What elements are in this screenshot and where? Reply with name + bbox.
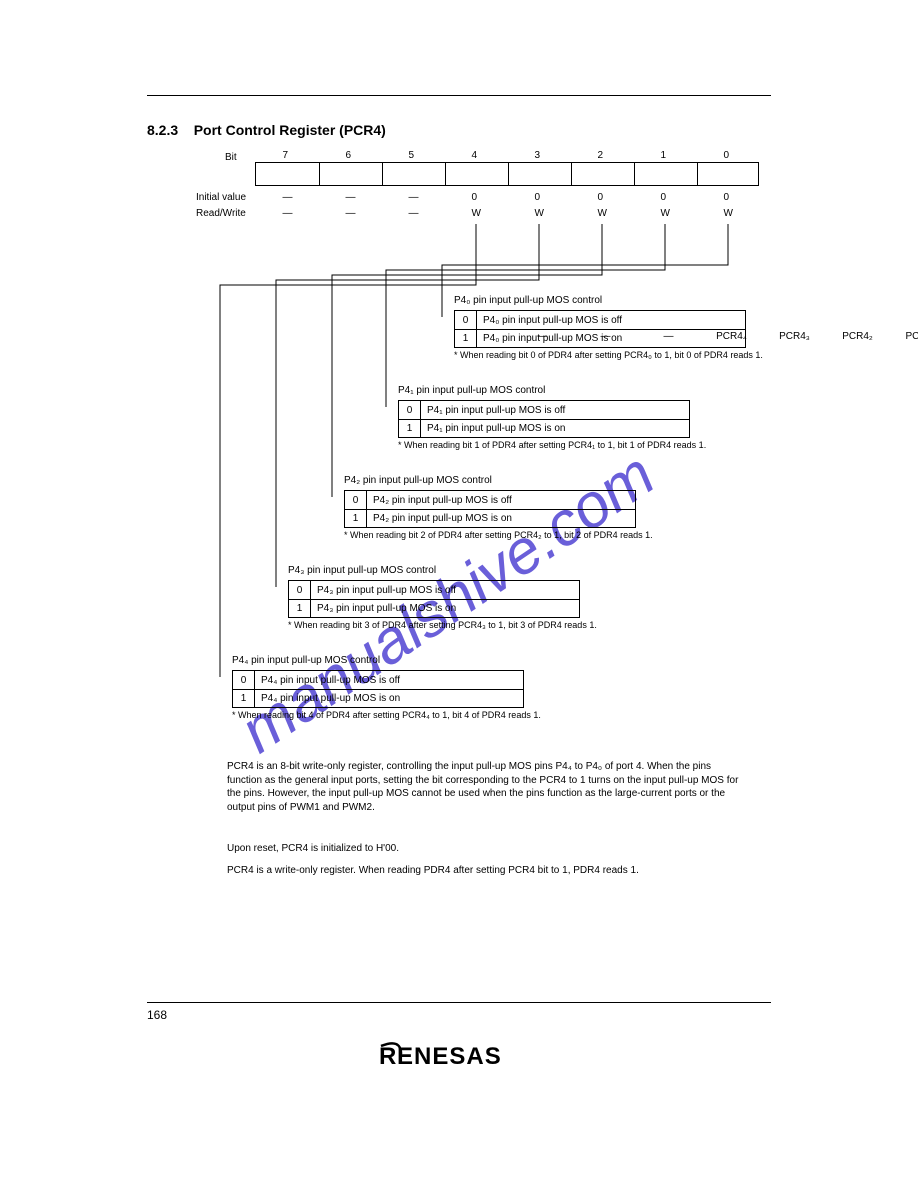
section-heading: Port Control Register (PCR4) — [194, 122, 386, 138]
group-note: * When reading bit 3 of PDR4 after setti… — [288, 620, 597, 630]
body-p2: Upon reset, PCR4 is initialized to H'00. — [227, 842, 747, 856]
rule-bottom — [147, 1002, 771, 1003]
group-title: P4₁ pin input pull-up MOS control — [398, 385, 545, 396]
rule-top — [147, 95, 771, 96]
page-root: { "page_number": "168", "section": { "nu… — [0, 0, 918, 1188]
group-note: * When reading bit 4 of PDR4 after setti… — [232, 710, 541, 720]
body-p3: PCR4 is a write-only register. When read… — [227, 864, 747, 878]
label-initial: Initial value — [196, 192, 246, 203]
group-note: * When reading bit 2 of PDR4 after setti… — [344, 530, 653, 540]
group-note: * When reading bit 0 of PDR4 after setti… — [454, 350, 763, 360]
register-boxes: ———PCR4₄PCR4₃PCR4₂PCR4₁PCR4₀ — [255, 162, 759, 186]
page-number: 168 — [147, 1008, 167, 1022]
svg-text:ENESAS: ENESAS — [397, 1043, 502, 1070]
label-bit: Bit — [225, 152, 237, 163]
group-table: 0P4₀ pin input pull-up MOS is off1P4₀ pi… — [454, 310, 746, 348]
group-table: 0P4₁ pin input pull-up MOS is off1P4₁ pi… — [398, 400, 690, 438]
label-rw: Read/Write — [196, 208, 246, 219]
group-table: 0P4₂ pin input pull-up MOS is off1P4₂ pi… — [344, 490, 636, 528]
group-note: * When reading bit 1 of PDR4 after setti… — [398, 440, 706, 450]
body-p1: PCR4 is an 8-bit write-only register, co… — [227, 760, 747, 814]
group-title: P4₂ pin input pull-up MOS control — [344, 475, 492, 486]
footer-logo: R ENESAS — [0, 1040, 918, 1079]
group-table: 0P4₃ pin input pull-up MOS is off1P4₃ pi… — [288, 580, 580, 618]
group-table: 0P4₄ pin input pull-up MOS is off1P4₄ pi… — [232, 670, 524, 708]
group-title: P4₀ pin input pull-up MOS control — [454, 295, 602, 306]
group-title: P4₄ pin input pull-up MOS control — [232, 655, 380, 666]
section-title: 8.2.3 Port Control Register (PCR4) — [147, 122, 386, 138]
section-number: 8.2.3 — [147, 122, 178, 138]
group-title: P4₃ pin input pull-up MOS control — [288, 565, 436, 576]
